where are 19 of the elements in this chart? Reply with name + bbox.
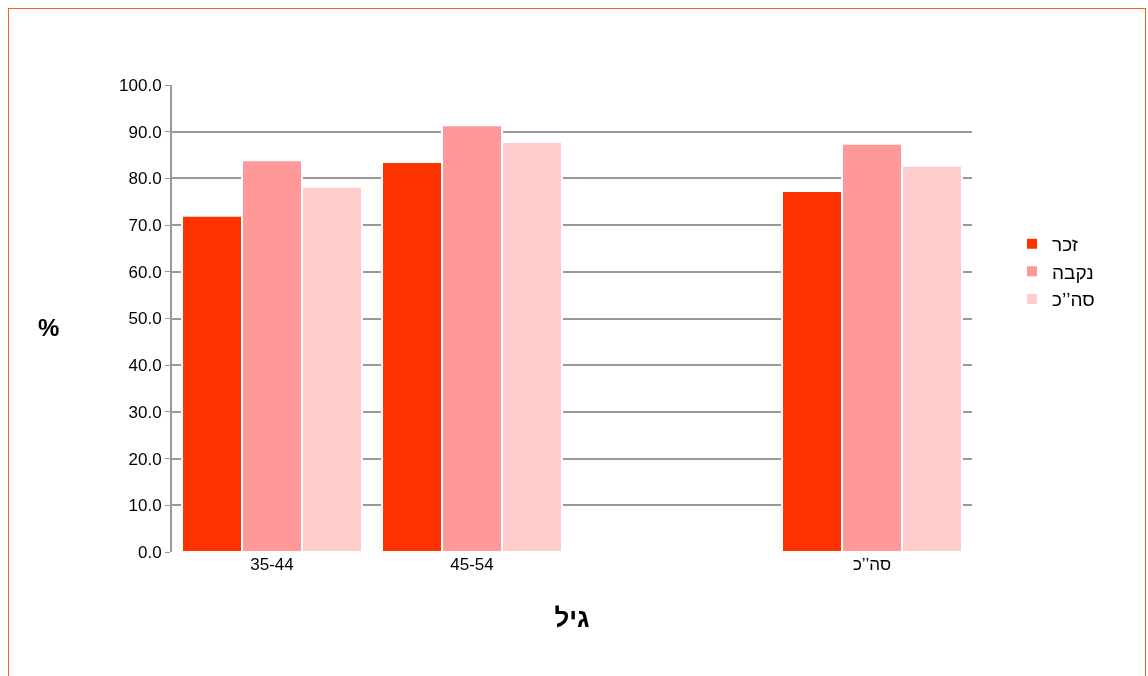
y-tick-label: 40.0 xyxy=(128,356,162,376)
x-tick-label: 45-54 xyxy=(450,555,494,574)
y-tick-label: 0.0 xyxy=(137,542,162,562)
y-axis-title: % xyxy=(38,314,60,341)
y-tick-label: 90.0 xyxy=(128,122,162,142)
x-tick-label: 35-44 xyxy=(250,555,294,574)
legend-label: נקבה xyxy=(1052,261,1094,283)
y-tick-label: 20.0 xyxy=(128,449,162,469)
legend-label: סה’’כ xyxy=(1052,289,1095,311)
y-tick-label: 50.0 xyxy=(128,309,162,329)
legend-label: זכר xyxy=(1052,234,1078,256)
y-tick-label: 70.0 xyxy=(128,216,162,236)
y-tick-label: 100.0 xyxy=(119,75,162,95)
x-tick-label: סה’’כ xyxy=(852,555,892,574)
y-tick-label: 60.0 xyxy=(128,262,162,282)
y-tick-label: 80.0 xyxy=(128,169,162,189)
y-tick-label: 30.0 xyxy=(128,402,162,422)
x-axis-title: גיל xyxy=(554,602,590,633)
y-tick-label: 10.0 xyxy=(128,496,162,516)
